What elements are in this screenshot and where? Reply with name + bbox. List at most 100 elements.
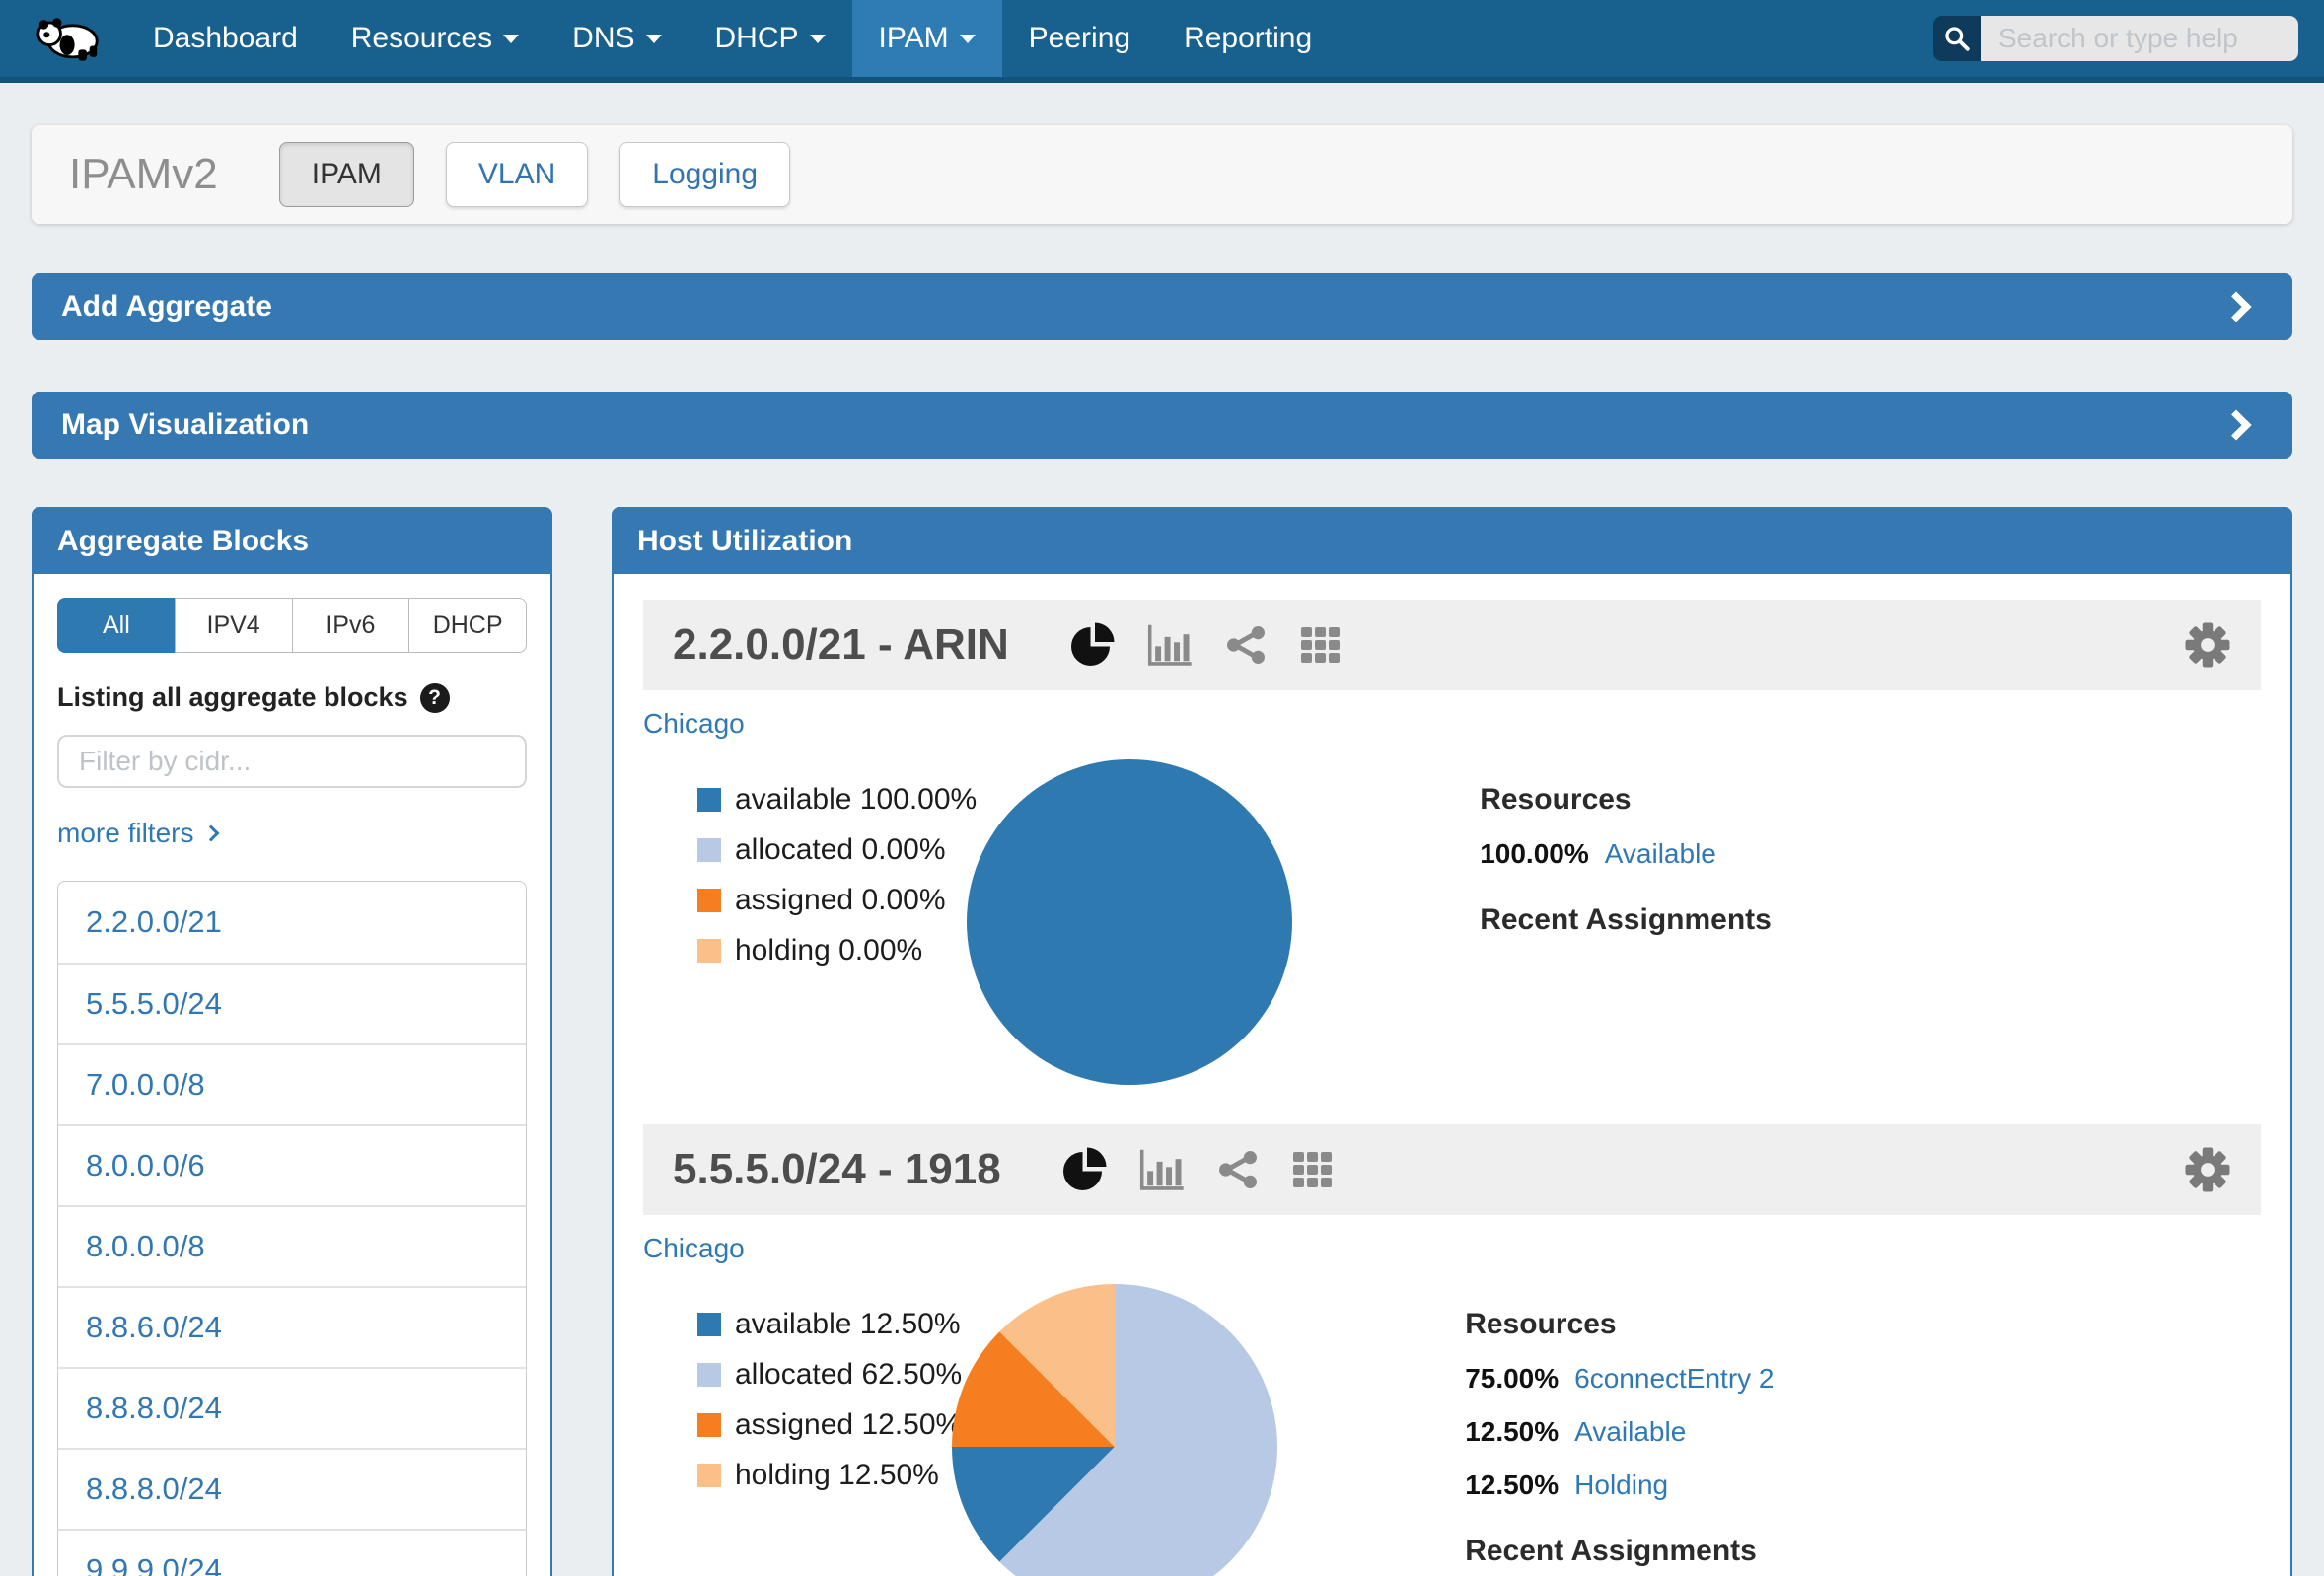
add-aggregate-bar[interactable]: Add Aggregate bbox=[32, 273, 2292, 340]
entry-content: available 100.00% allocated 0.00% assign… bbox=[643, 740, 2261, 1085]
tab-dhcp[interactable]: DHCP bbox=[408, 598, 527, 653]
resource-link[interactable]: 6connectEntry 2 bbox=[1574, 1363, 1775, 1394]
help-icon[interactable]: ? bbox=[419, 682, 450, 713]
legend-item: allocated 0.00% bbox=[697, 833, 977, 867]
utilization-entry: 5.5.5.0/24 - 1918 bbox=[643, 1124, 2261, 1576]
pie-chart[interactable] bbox=[967, 759, 1293, 1085]
recent-assignments-heading: Recent Assignments bbox=[1465, 1535, 1757, 1567]
entry-content: available 12.50% allocated 62.50% assign… bbox=[643, 1264, 2261, 1576]
nav-item-dashboard[interactable]: Dashboard bbox=[126, 0, 325, 77]
resource-row: 12.50% Holding bbox=[1465, 1469, 2261, 1501]
list-item[interactable]: 7.0.0.0/8 bbox=[58, 1043, 526, 1124]
list-item[interactable]: 8.8.6.0/24 bbox=[58, 1286, 526, 1367]
legend-label: assigned bbox=[735, 1408, 854, 1441]
search-input[interactable] bbox=[1981, 16, 2298, 61]
legend-swatch bbox=[697, 1363, 721, 1387]
legend-item: assigned 0.00% bbox=[697, 884, 977, 917]
vlan-view-button[interactable]: VLAN bbox=[445, 142, 589, 207]
share-view-icon[interactable] bbox=[1224, 623, 1268, 667]
chevron-right-icon bbox=[2220, 291, 2252, 322]
resource-link[interactable]: Available bbox=[1574, 1416, 1687, 1447]
nav-item-reporting[interactable]: Reporting bbox=[1157, 0, 1339, 77]
legend-item: holding 12.50% bbox=[697, 1459, 962, 1492]
grid-view-icon[interactable] bbox=[1291, 1148, 1335, 1191]
legend-pct: 12.50% bbox=[838, 1459, 939, 1491]
entry-info: Resources 100.00% Available Recent Assig… bbox=[1342, 783, 2261, 1085]
bar-chart-view-icon[interactable] bbox=[1139, 1148, 1185, 1191]
map-visualization-bar[interactable]: Map Visualization bbox=[32, 392, 2292, 459]
legend-swatch bbox=[697, 1464, 721, 1487]
list-item[interactable]: 8.0.0.0/8 bbox=[58, 1205, 526, 1286]
legend-swatch bbox=[697, 1313, 721, 1336]
gear-icon[interactable] bbox=[2184, 621, 2231, 669]
map-visualization-title: Map Visualization bbox=[61, 408, 310, 441]
legend-swatch bbox=[697, 889, 721, 912]
legend-pct: 12.50% bbox=[861, 1408, 963, 1441]
tab-ipv4[interactable]: IPV4 bbox=[174, 598, 293, 653]
legend-label: assigned bbox=[735, 884, 854, 916]
location-link[interactable]: Chicago bbox=[643, 708, 745, 739]
resource-link[interactable]: Holding bbox=[1574, 1469, 1669, 1500]
logging-view-button[interactable]: Logging bbox=[619, 142, 791, 207]
legend-swatch bbox=[697, 1413, 721, 1437]
list-item[interactable]: 5.5.5.0/24 bbox=[58, 963, 526, 1043]
legend-label: holding bbox=[735, 934, 831, 967]
entry-header-bar: 5.5.5.0/24 - 1918 bbox=[643, 1124, 2261, 1215]
pie-view-icon[interactable] bbox=[1068, 621, 1116, 669]
legend-swatch bbox=[697, 838, 721, 862]
gear-icon[interactable] bbox=[2184, 1146, 2231, 1193]
bar-chart-view-icon[interactable] bbox=[1147, 623, 1193, 667]
legend-item: holding 0.00% bbox=[697, 934, 977, 967]
nav-item-dhcp[interactable]: DHCP bbox=[689, 0, 852, 77]
more-filters-link[interactable]: more filters bbox=[57, 818, 220, 849]
nav-label: Dashboard bbox=[153, 22, 298, 54]
list-item[interactable]: 8.8.8.0/24 bbox=[58, 1448, 526, 1529]
resource-row: 12.50% Available bbox=[1465, 1416, 2261, 1448]
share-view-icon[interactable] bbox=[1216, 1148, 1260, 1191]
listing-label-text: Listing all aggregate blocks bbox=[57, 682, 408, 712]
resource-link[interactable]: Available bbox=[1604, 838, 1716, 869]
list-item[interactable]: 9.9.9.0/24 bbox=[58, 1529, 526, 1576]
pie-legend: available 12.50% allocated 62.50% assign… bbox=[697, 1308, 962, 1576]
tab-ipv6[interactable]: IPv6 bbox=[291, 598, 410, 653]
pie-chart-wrap bbox=[917, 759, 1342, 1085]
legend-item: available 100.00% bbox=[697, 783, 977, 817]
nav-label: DNS bbox=[572, 22, 635, 54]
list-item[interactable]: 8.0.0.0/6 bbox=[58, 1124, 526, 1205]
nav-item-resources[interactable]: Resources bbox=[325, 0, 545, 77]
pie-chart[interactable] bbox=[952, 1284, 1278, 1576]
listing-label: Listing all aggregate blocks ? bbox=[57, 682, 527, 713]
aggregate-blocks-header: Aggregate Blocks bbox=[34, 509, 550, 574]
aggregate-block-list: 2.2.0.0/21 5.5.5.0/24 7.0.0.0/8 8.0.0.0/… bbox=[57, 881, 527, 1576]
legend-label: holding bbox=[735, 1459, 831, 1491]
entry-view-icons bbox=[1068, 621, 1343, 669]
pie-view-icon[interactable] bbox=[1060, 1146, 1108, 1193]
nav-item-dns[interactable]: DNS bbox=[545, 0, 688, 77]
search-icon[interactable] bbox=[1933, 16, 1981, 61]
caret-down-icon bbox=[645, 34, 662, 43]
list-item[interactable]: 2.2.0.0/21 bbox=[86, 904, 222, 939]
entry-title: 2.2.0.0/21 - ARIN bbox=[673, 620, 1009, 669]
pie-legend: available 100.00% allocated 0.00% assign… bbox=[697, 783, 977, 1085]
nav-label: Reporting bbox=[1184, 22, 1313, 54]
pie-chart-wrap bbox=[903, 1284, 1327, 1576]
legend-label: available bbox=[735, 1308, 852, 1340]
resources-heading: Resources bbox=[1480, 783, 1632, 816]
nav-label: IPAM bbox=[878, 22, 949, 54]
entry-title: 5.5.5.0/24 - 1918 bbox=[673, 1145, 1001, 1193]
caret-down-icon bbox=[809, 34, 826, 43]
legend-pct: 0.00% bbox=[861, 884, 946, 916]
nav-item-ipam[interactable]: IPAM bbox=[851, 0, 1002, 77]
cidr-filter-input[interactable] bbox=[57, 735, 527, 788]
grid-view-icon[interactable] bbox=[1299, 623, 1343, 667]
location-link[interactable]: Chicago bbox=[643, 1233, 745, 1263]
utilization-entry: 2.2.0.0/21 - ARIN bbox=[643, 600, 2261, 1085]
list-item[interactable]: 8.8.8.0/24 bbox=[58, 1367, 526, 1448]
ipam-view-button[interactable]: IPAM bbox=[278, 142, 414, 207]
nav-item-peering[interactable]: Peering bbox=[1002, 0, 1157, 77]
ipamv2-header-panel: IPAMv2 IPAM VLAN Logging bbox=[32, 125, 2292, 224]
caret-down-icon bbox=[959, 34, 976, 43]
tab-all[interactable]: All bbox=[57, 598, 176, 653]
legend-pct: 0.00% bbox=[861, 833, 946, 866]
legend-label: allocated bbox=[735, 833, 854, 866]
